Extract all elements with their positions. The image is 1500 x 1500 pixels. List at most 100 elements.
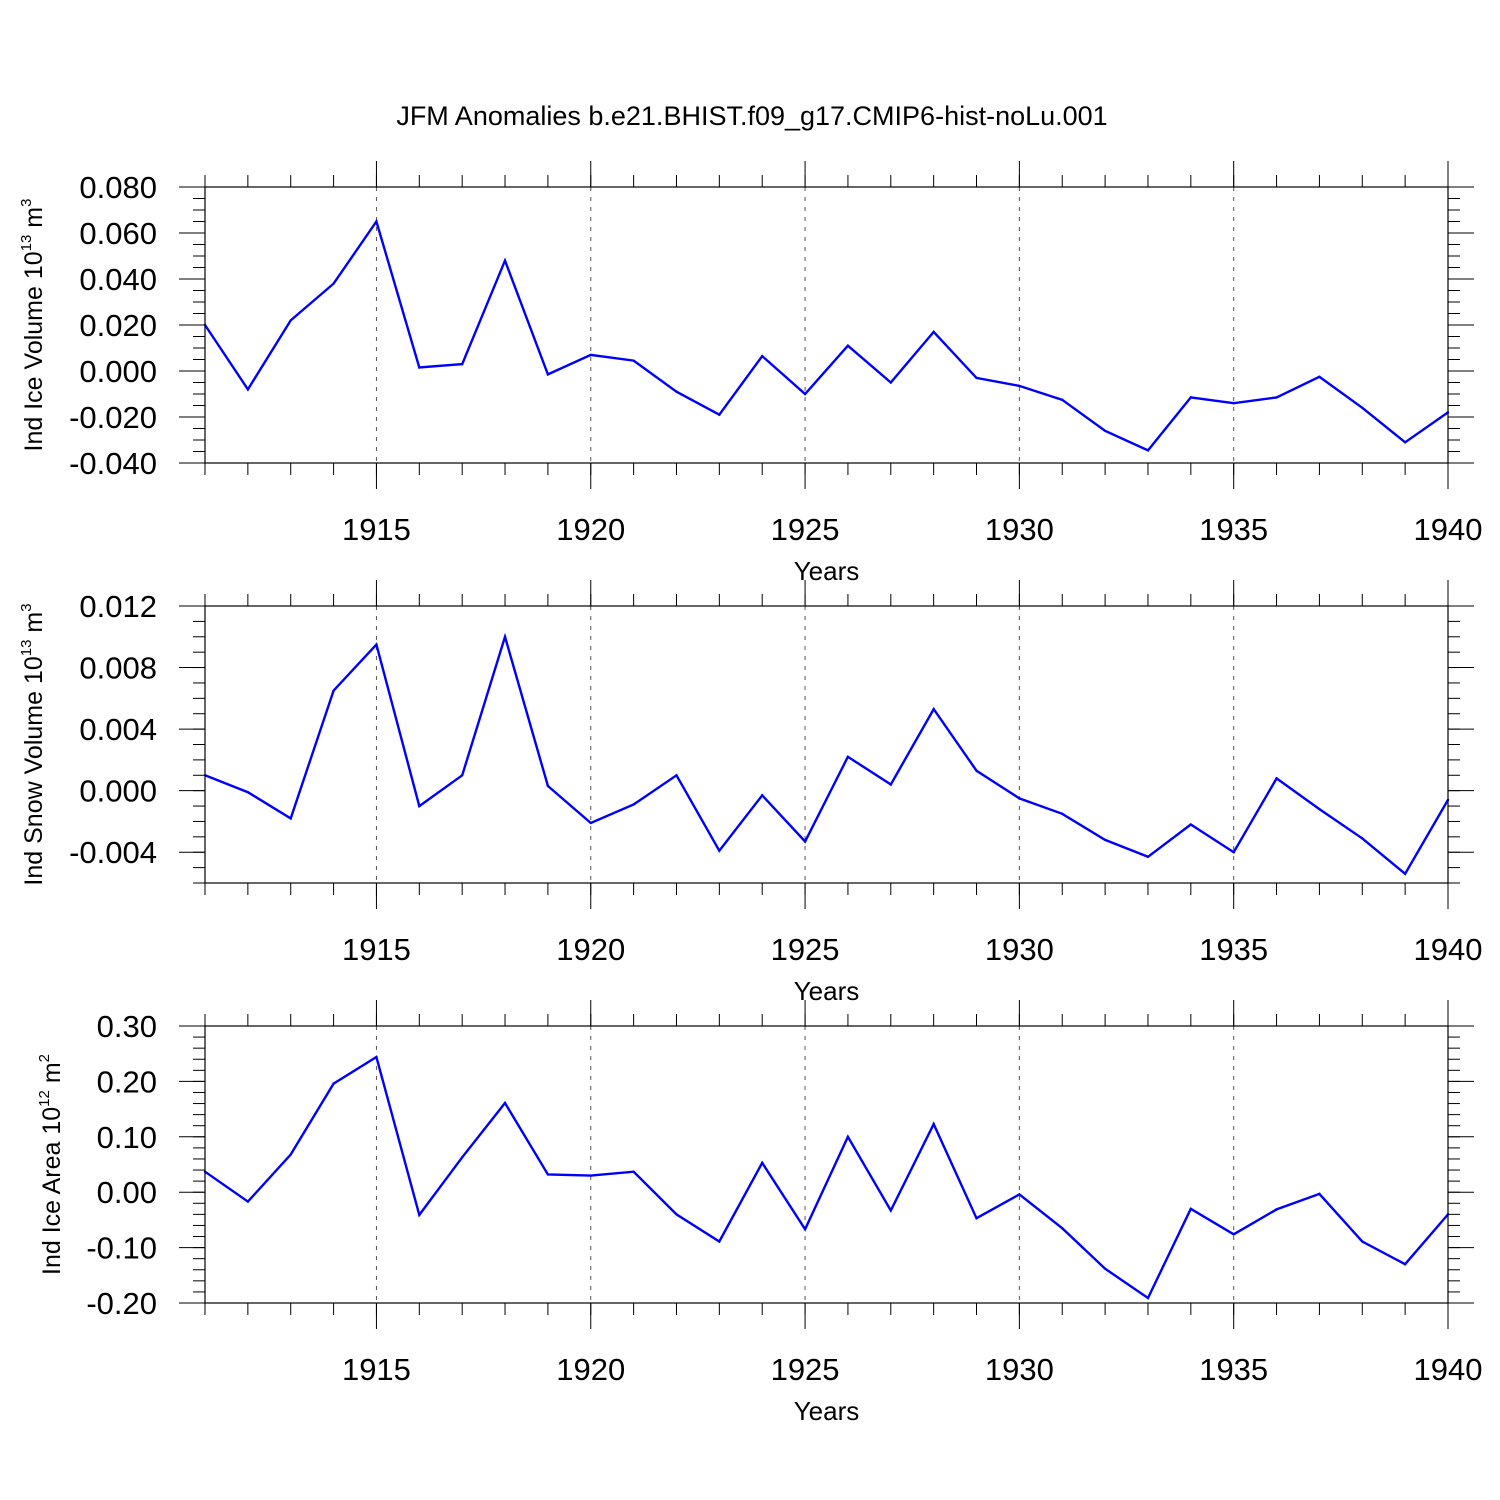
y-axis-title-text: Ind Ice Volume 10: [20, 251, 48, 451]
data-point-1925: [803, 392, 807, 396]
data-point-1933: [1146, 855, 1150, 859]
y-tick-label: 0.000: [79, 774, 157, 809]
data-point-1916: [418, 804, 421, 808]
data-point-1915: [375, 220, 378, 223]
data-point-1935: [1232, 1233, 1235, 1236]
data-point-1920: [589, 1174, 592, 1177]
y-tick-label: -0.040: [69, 446, 157, 481]
x-tick-label: 1940: [1414, 512, 1483, 547]
plot-frame: [204, 186, 1449, 464]
x-tick-label: 1920: [556, 932, 625, 967]
data-point-1936: [1275, 777, 1278, 780]
y-axis-title-text: Ind Ice Area 10: [38, 1107, 66, 1275]
data-point-1922: [675, 390, 678, 393]
y-axis-title: Ind Snow Volume 1013 m3: [18, 603, 48, 885]
data-point-1927: [889, 381, 892, 384]
data-point-1923: [718, 1240, 721, 1243]
y-axis-title-exponent: 13: [18, 235, 35, 252]
data-point-1938: [1361, 837, 1364, 840]
data-point-1933: [1146, 449, 1150, 452]
y-tick-label: 0.10: [97, 1120, 157, 1155]
y-axis-title-unit-exponent: 3: [18, 603, 35, 611]
y-tick-label: 0.012: [79, 589, 157, 624]
data-point-1916: [418, 1213, 421, 1217]
x-axis-title: Years: [794, 556, 860, 586]
x-axis-title: Years: [794, 976, 860, 1006]
x-tick-label: 1940: [1414, 932, 1483, 967]
panels: -0.040 -0.020 0.000 0.020 0.040 0.060 0.080 191…: [18, 161, 1482, 1426]
y-axis-title-unit-exponent: 3: [18, 199, 35, 207]
data-point-1924: [761, 794, 764, 797]
y-tick-label: 0.060: [79, 216, 157, 251]
data-point-1938: [1361, 1240, 1364, 1243]
y-axis-title-exponent: 13: [18, 640, 35, 657]
data-point-1914: [332, 689, 335, 692]
data-point-1923: [718, 849, 721, 852]
data-point-1916: [418, 366, 421, 369]
data-point-1912: [246, 1200, 250, 1203]
x-tick-label: 1930: [985, 932, 1054, 967]
data-point-1922: [675, 774, 678, 777]
data-point-1928: [932, 707, 935, 711]
data-point-1925: [803, 840, 807, 843]
data-point-1918: [503, 259, 507, 262]
series-line: [204, 218, 1449, 452]
y-axis-title: Ind Ice Area 1012 m2: [36, 1054, 66, 1275]
figure-title: JFM Anomalies b.e21.BHIST.f09_g17.CMIP6-…: [396, 101, 1107, 131]
y-tick-label: 0.004: [79, 712, 157, 747]
data-point-1937: [1318, 1192, 1321, 1196]
data-point-1919: [546, 1173, 550, 1176]
data-point-1920: [589, 821, 592, 825]
data-point-1936: [1275, 1208, 1278, 1211]
data-point-1914: [332, 1082, 335, 1085]
data-point-1928: [932, 1122, 935, 1126]
data-point-1932: [1103, 429, 1107, 432]
x-tick-label: 1930: [985, 512, 1054, 547]
data-point-1927: [889, 1209, 892, 1212]
data-point-1926: [846, 755, 850, 759]
data-point-1922: [675, 1213, 678, 1216]
data-point-1931: [1061, 812, 1064, 815]
x-tick-label: 1925: [771, 1352, 840, 1387]
data-point-1930: [1018, 1193, 1021, 1196]
data-point-1918: [503, 1101, 507, 1105]
y-tick-label: 0.00: [97, 1175, 157, 1210]
data-point-1913: [289, 817, 292, 820]
x-tick-label: 1925: [771, 512, 840, 547]
series-line: [204, 632, 1450, 876]
data-point-1939: [1403, 1263, 1407, 1266]
data-point-1913: [289, 1153, 292, 1156]
y-tick-label: 0.000: [79, 354, 157, 389]
data-point-1913: [289, 319, 292, 322]
data-point-1934: [1189, 396, 1193, 399]
data-point-1919: [546, 373, 550, 376]
data-point-1932: [1103, 838, 1107, 842]
y-tick-label: 0.080: [79, 170, 157, 205]
data-point-1933: [1146, 1296, 1150, 1300]
data-point-1925: [803, 1228, 807, 1231]
data-point-1924: [761, 354, 764, 358]
data-point-1920: [589, 353, 592, 357]
y-tick-label: 0.040: [79, 262, 157, 297]
data-point-1921: [632, 803, 635, 806]
x-tick-label: 1935: [1199, 1352, 1268, 1387]
y-tick-label: 0.20: [97, 1064, 157, 1099]
data-point-1938: [1361, 406, 1364, 409]
y-axis-title-unit: m: [20, 612, 48, 640]
y-tick-label: 0.020: [79, 308, 157, 343]
y-axis-title-exponent: 12: [36, 1090, 53, 1107]
x-tick-label: 1940: [1414, 1352, 1483, 1387]
x-tick-label: 1920: [556, 512, 625, 547]
data-point-1918: [503, 635, 507, 638]
data-point-1937: [1318, 375, 1321, 378]
data-point-1931: [1061, 398, 1064, 401]
data-point-1939: [1403, 441, 1407, 444]
data-point-1934: [1189, 1207, 1193, 1211]
panel-3: -0.20 -0.10 0.00 0.10 0.20 0.30 1915 1920 1925 19…: [36, 1000, 1482, 1426]
data-point-1932: [1103, 1267, 1107, 1270]
y-tick-label: 0.30: [97, 1009, 157, 1044]
x-tick-label: 1935: [1199, 932, 1268, 967]
series-line: [204, 1055, 1449, 1300]
data-point-1917: [460, 774, 464, 777]
y-axis-title-unit: m: [20, 207, 48, 235]
